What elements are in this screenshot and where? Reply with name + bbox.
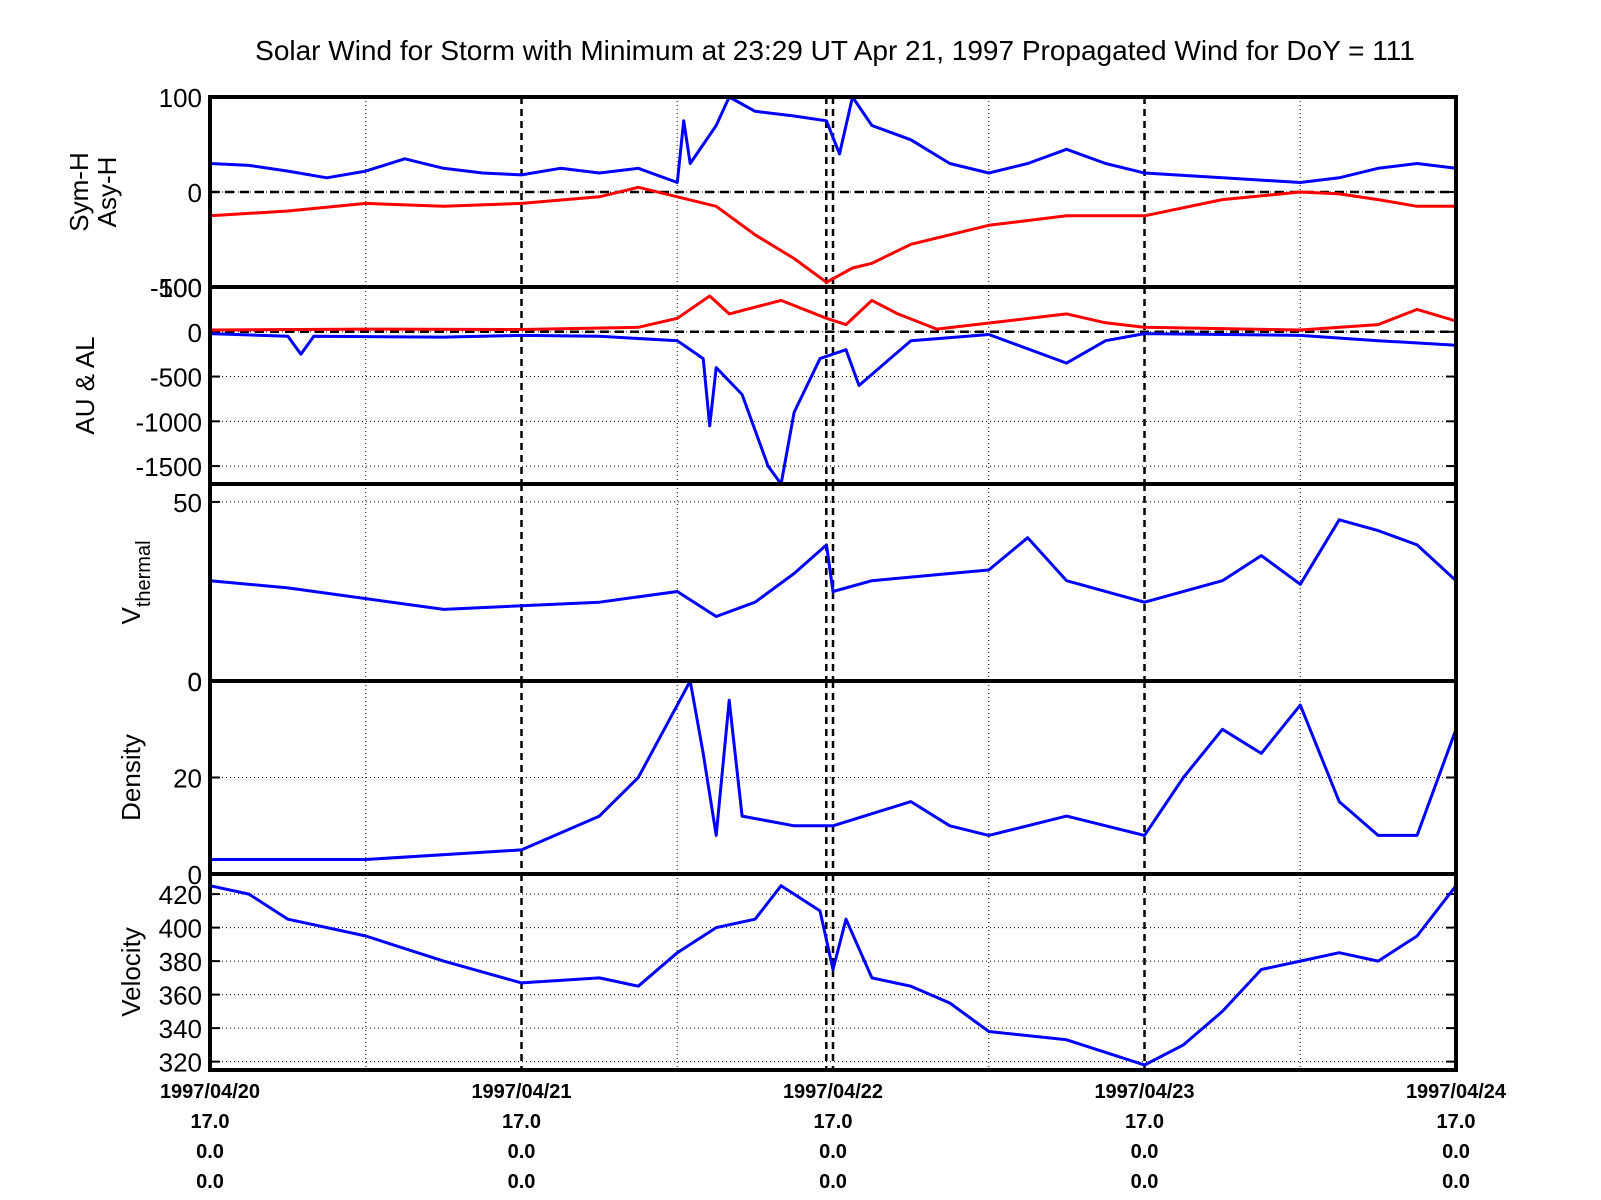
- y-axis-label: Sym-H: [64, 152, 94, 231]
- y-tick-label: 50: [173, 488, 202, 518]
- x-tick-label: 1997/04/23: [1094, 1081, 1194, 1103]
- y-tick-label: 320: [159, 1048, 202, 1078]
- y-axis-label: Velocity: [116, 927, 146, 1017]
- y-tick-label: 340: [159, 1014, 202, 1044]
- x-tick-label: 0.0: [1442, 1141, 1470, 1163]
- x-tick-label: 0.0: [196, 1141, 224, 1163]
- y-tick-label: 500: [159, 273, 202, 303]
- panel-au-al: 500 0 -500 -1000 -1500 AU & AL: [70, 273, 1458, 486]
- panel-density: 0 20 0 Density: [116, 667, 1458, 890]
- y-axis-label: AU & AL: [70, 336, 100, 434]
- x-tick-label: 0.0: [196, 1171, 224, 1193]
- x-tick-label: 1997/04/21: [471, 1081, 571, 1103]
- y-axis-label: Vthermal: [116, 540, 155, 624]
- panel-frame: [208, 872, 1458, 1072]
- x-tick-label: 1997/04/22: [783, 1081, 883, 1103]
- y-tick-label: 0: [188, 667, 202, 697]
- y-tick-label: 0: [188, 318, 202, 348]
- x-tick-label: 17.0: [502, 1111, 541, 1133]
- x-tick-label: 17.0: [814, 1111, 853, 1133]
- panel-vthermal: 50 0 Vthermal: [116, 482, 1458, 697]
- x-tick-label: 0.0: [819, 1141, 847, 1163]
- x-tick-label: 17.0: [1125, 1111, 1164, 1133]
- x-tick-label: 1997/04/24: [1406, 1081, 1507, 1103]
- y-tick-label: 360: [159, 981, 202, 1011]
- y-tick-label: 380: [159, 947, 202, 977]
- y-tick-label: 100: [159, 83, 202, 113]
- series-line-1: [210, 679, 1458, 861]
- y-tick-label: 20: [173, 764, 202, 794]
- y-tick-label: -500: [150, 363, 202, 393]
- x-tick-label: 0.0: [819, 1171, 847, 1193]
- y-axis-label: Density: [116, 734, 146, 821]
- series-line-2: [209, 185, 1456, 284]
- y-tick-label: 0: [188, 178, 202, 208]
- x-tick-label: 0.0: [508, 1171, 536, 1193]
- y-tick-label: -1000: [136, 407, 203, 437]
- x-axis: 1997/04/20 17.0 0.0 0.0 1997/04/21 17.0 0.0 0.0…: [160, 1081, 1507, 1193]
- figure-title: Solar Wind for Storm with Minimum at 23:…: [255, 35, 1415, 66]
- x-tick-label: 1997/04/20: [160, 1081, 260, 1103]
- y-axis-label: Asy-H: [92, 157, 122, 228]
- series-line-2: [209, 294, 1457, 332]
- x-tick-label: 0.0: [1131, 1141, 1159, 1163]
- x-tick-label: 0.0: [1131, 1171, 1159, 1193]
- y-tick-label: 0: [188, 860, 202, 890]
- y-tick-label: -100: [150, 273, 202, 303]
- x-tick-label: 0.0: [1442, 1171, 1470, 1193]
- series-line-1: [209, 884, 1458, 1067]
- y-tick-label: 420: [159, 880, 202, 910]
- x-tick-label: 0.0: [508, 1141, 536, 1163]
- y-tick-label: -1500: [136, 452, 203, 482]
- y-tick-label: 0: [188, 667, 202, 697]
- y-tick-label: 400: [159, 914, 202, 944]
- series-line-1: [209, 95, 1457, 184]
- x-tick-label: 17.0: [1437, 1111, 1476, 1133]
- series-line-1: [209, 518, 1458, 618]
- x-tick-label: 17.0: [191, 1111, 230, 1133]
